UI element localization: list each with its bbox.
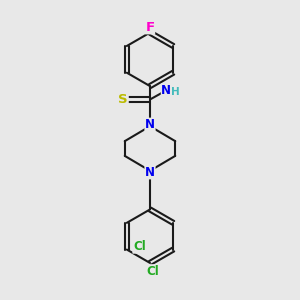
Text: Cl: Cl bbox=[147, 265, 159, 278]
Text: F: F bbox=[146, 21, 154, 34]
Text: N: N bbox=[145, 118, 155, 131]
Text: S: S bbox=[118, 93, 128, 106]
Text: Cl: Cl bbox=[133, 240, 146, 253]
Text: N: N bbox=[161, 84, 171, 97]
Text: N: N bbox=[145, 166, 155, 179]
Text: H: H bbox=[172, 87, 180, 97]
